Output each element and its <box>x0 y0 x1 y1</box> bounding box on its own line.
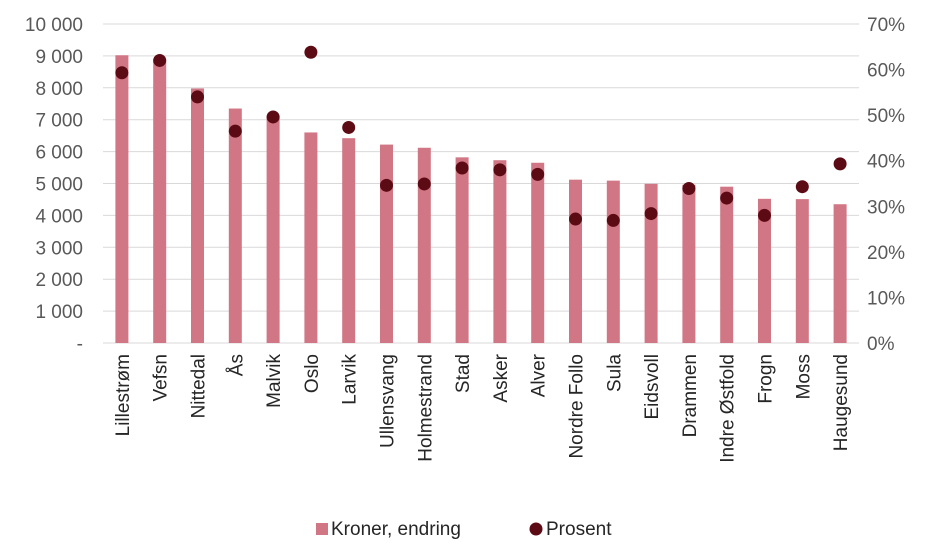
category-label: Moss <box>793 354 814 399</box>
left-tick-label: 4 000 <box>35 206 83 227</box>
data-point <box>531 167 545 181</box>
category-label: Larvik <box>340 354 361 405</box>
category-label: Malvik <box>264 354 285 408</box>
left-axis: - 1 000 2 000 3 000 4 000 5 000 6 000 7 000 8 00… <box>25 15 83 355</box>
category-label: Asker <box>491 353 512 402</box>
right-tick-label: 50% <box>867 106 905 127</box>
category-label: Vefsn <box>151 354 172 402</box>
category-axis: Lillestrøm Vefsn Nittedal Ås Malvik Oslo Larvi… <box>113 353 852 462</box>
category-label: Nordre Follo <box>567 354 588 459</box>
right-tick-label: 40% <box>867 152 905 173</box>
bar <box>380 144 393 343</box>
category-label: Eidsvoll <box>642 354 663 419</box>
gridlines <box>103 23 859 344</box>
legend-label-dot: Prosent <box>546 519 612 540</box>
bar <box>606 180 620 343</box>
bar <box>342 138 356 343</box>
bar <box>455 157 469 343</box>
bar <box>115 55 129 344</box>
data-point <box>304 45 318 59</box>
data-point <box>569 212 582 226</box>
category-label: Stad <box>453 354 474 393</box>
category-label: Sula <box>604 354 625 392</box>
left-tick-label: 5 000 <box>35 175 83 196</box>
bar <box>833 204 847 343</box>
category-label: Oslo <box>302 354 323 393</box>
category-label: Holmestrand <box>415 354 436 462</box>
bar <box>720 186 734 343</box>
bar <box>153 59 167 344</box>
bar <box>191 88 204 343</box>
data-point <box>455 161 469 175</box>
point-series <box>115 45 847 227</box>
right-tick-label: 60% <box>867 61 905 82</box>
data-point <box>115 66 129 80</box>
data-point <box>153 53 167 67</box>
left-tick-label: 1 000 <box>35 302 83 323</box>
right-tick-label: 30% <box>867 197 905 218</box>
data-point <box>833 157 847 171</box>
data-point <box>720 191 734 205</box>
data-point <box>795 180 809 194</box>
legend-swatch-bar <box>316 523 328 535</box>
data-point <box>380 178 393 192</box>
category-label: Ullensvang <box>378 354 399 448</box>
category-label: Nittedal <box>189 354 210 418</box>
right-tick-label: 10% <box>867 288 905 309</box>
data-point <box>758 208 771 222</box>
legend: Kroner, endring Prosent <box>316 519 612 540</box>
bar <box>266 115 280 343</box>
category-label: Frogn <box>756 354 777 404</box>
data-point <box>606 213 620 227</box>
right-tick-label: 0% <box>867 334 895 355</box>
bar <box>644 183 658 343</box>
left-tick-label: 7 000 <box>35 111 83 132</box>
category-label: Haugesund <box>831 354 852 451</box>
legend-label-bar: Kroner, endring <box>331 519 461 540</box>
bar <box>569 179 582 343</box>
bar <box>531 162 545 343</box>
right-axis: 0% 10% 20% 30% 40% 50% 60% 70% <box>867 15 905 355</box>
legend-swatch-dot <box>529 522 543 536</box>
left-tick-label: 2 000 <box>35 270 83 291</box>
category-label: Ås <box>226 354 247 376</box>
bar <box>758 198 771 343</box>
left-tick-label: 8 000 <box>35 79 83 100</box>
left-tick-label: 10 000 <box>25 15 83 36</box>
category-label: Indre Østfold <box>718 354 739 463</box>
bar <box>417 147 431 343</box>
category-label: Alver <box>529 353 550 397</box>
bar-series <box>115 55 847 344</box>
data-point <box>493 163 507 177</box>
left-tick-label: 3 000 <box>35 238 83 259</box>
right-tick-label: 70% <box>867 15 905 36</box>
bar <box>228 108 242 343</box>
bar <box>795 199 809 343</box>
bar <box>304 132 318 343</box>
data-point <box>682 182 696 196</box>
category-label: Drammen <box>680 354 701 437</box>
data-point <box>417 177 431 191</box>
data-point <box>342 120 356 134</box>
category-label: Lillestrøm <box>113 354 134 436</box>
data-point <box>191 90 204 104</box>
left-tick-label: - <box>77 334 83 355</box>
bar <box>682 184 696 343</box>
right-tick-label: 20% <box>867 243 905 264</box>
data-point <box>266 110 280 124</box>
left-tick-label: 9 000 <box>35 47 83 68</box>
data-point <box>644 207 658 221</box>
left-tick-label: 6 000 <box>35 143 83 164</box>
bar <box>493 160 507 343</box>
data-point <box>228 124 242 138</box>
